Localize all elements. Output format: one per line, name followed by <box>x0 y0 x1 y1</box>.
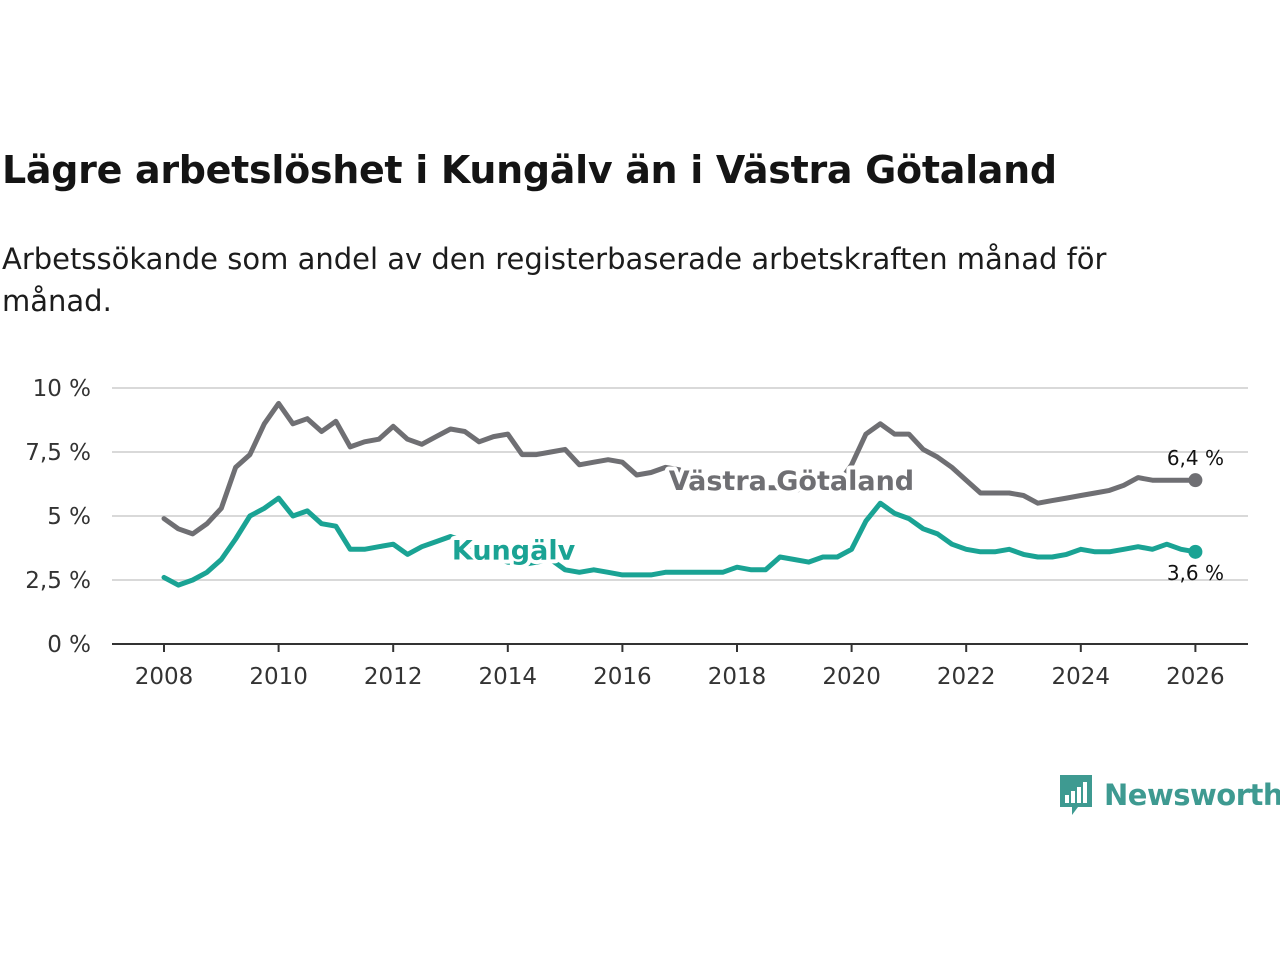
x-tick-label: 2022 <box>937 664 996 690</box>
x-tick-label: 2018 <box>708 664 767 690</box>
y-tick-label: 0 % <box>47 632 91 658</box>
y-tick-label: 5 % <box>47 504 91 530</box>
end-point <box>1188 473 1203 488</box>
chart-title: Lägre arbetslöshet i Kungälv än i Västra… <box>2 148 1057 192</box>
y-tick-label: 2,5 % <box>25 568 91 594</box>
y-axis-ticks: 0 % 2,5 % 5 % 7,5 % 10 % <box>25 376 91 658</box>
gridlines <box>112 387 1248 581</box>
chart-subtitle: Arbetssökande som andel av den registerb… <box>2 242 1107 318</box>
end-value-label: 3,6 % <box>1167 561 1224 585</box>
series-lines <box>161 400 1203 588</box>
end-labels: 6,4 % 3,6 % <box>1167 446 1224 585</box>
x-tick-label: 2024 <box>1052 664 1111 690</box>
series-label-vastra-gotaland: Västra Götaland <box>669 466 914 497</box>
x-tick-label: 2016 <box>593 664 652 690</box>
y-tick-label: 7,5 % <box>25 440 91 466</box>
x-tick-label: 2010 <box>249 664 308 690</box>
series-line-kungalv <box>161 495 1198 588</box>
end-value-label: 6,4 % <box>1167 446 1224 470</box>
y-tick-label: 10 % <box>33 376 91 402</box>
series-label-kungalv: Kungälv <box>452 535 576 566</box>
series-labels: Västra Götaland Kungälv <box>448 462 918 570</box>
brand-logo: Newsworthy <box>1058 773 1280 817</box>
x-tick-label: 2008 <box>135 664 194 690</box>
newsworthy-logo-icon <box>1060 775 1092 815</box>
series-line-vastra-gotaland <box>161 400 1198 537</box>
x-tick-label: 2014 <box>479 664 538 690</box>
line-chart: 0 % 2,5 % 5 % 7,5 % 10 % 2008 2010 2012 2014 201… <box>25 376 1248 690</box>
end-point <box>1188 544 1203 559</box>
brand-name: Newsworthy <box>1104 778 1280 812</box>
x-tick-label: 2026 <box>1166 664 1225 690</box>
x-tick-label: 2020 <box>822 664 881 690</box>
x-tick-label: 2012 <box>364 664 423 690</box>
x-axis-ticks: 2008 2010 2012 2014 2016 2018 2020 2022 2024 2026 <box>135 644 1225 690</box>
